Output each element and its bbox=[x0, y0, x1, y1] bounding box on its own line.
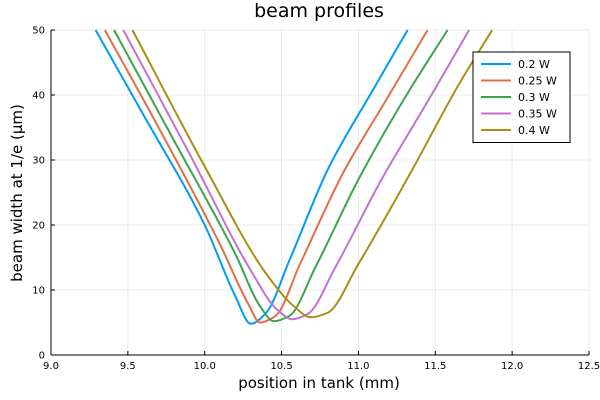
legend-label: 0.35 W bbox=[518, 108, 557, 121]
y-tick-label: 0 bbox=[39, 351, 45, 362]
x-tick-label: 9.0 bbox=[43, 361, 59, 372]
x-tick-label: 10.5 bbox=[270, 361, 292, 372]
x-tick-label: 10.0 bbox=[194, 361, 216, 372]
series-line-0-3-W bbox=[113, 29, 449, 323]
series-line-0-25-W bbox=[103, 29, 429, 324]
y-axis-title: beam width at 1/e (μm) bbox=[8, 104, 26, 282]
legend-label: 0.2 W bbox=[518, 58, 550, 71]
tick-label-layer: 9.0 9.5 10.0 10.5 11.0 11.5 12.0 12.5 0 10 20 30 40 5… bbox=[32, 26, 600, 373]
x-tick-label: 9.5 bbox=[120, 361, 136, 372]
x-tick-label: 11.0 bbox=[347, 361, 369, 372]
x-tick-label: 12.5 bbox=[578, 361, 600, 372]
legend-label: 0.4 W bbox=[518, 124, 550, 137]
y-tick-label: 10 bbox=[32, 286, 45, 297]
y-tick-label: 40 bbox=[32, 91, 45, 102]
chart-title: beam profiles bbox=[254, 0, 384, 22]
legend: 0.2 W 0.25 W 0.3 W 0.35 W 0.4 W bbox=[472, 51, 571, 143]
series-line-0-4-W bbox=[131, 29, 494, 319]
series-line-0-35-W bbox=[122, 29, 470, 321]
series-line-0-2-W bbox=[94, 29, 409, 325]
x-tick-label: 11.5 bbox=[424, 361, 446, 372]
series-layer bbox=[94, 29, 494, 325]
y-tick-label: 50 bbox=[32, 26, 45, 37]
y-tick-label: 30 bbox=[32, 156, 45, 167]
axes-layer bbox=[50, 29, 590, 356]
x-axis-title: position in tank (mm) bbox=[238, 374, 400, 392]
legend-label: 0.25 W bbox=[518, 75, 557, 88]
legend-label: 0.3 W bbox=[518, 91, 550, 104]
y-tick-label: 20 bbox=[32, 221, 45, 232]
x-tick-label: 12.0 bbox=[501, 361, 523, 372]
